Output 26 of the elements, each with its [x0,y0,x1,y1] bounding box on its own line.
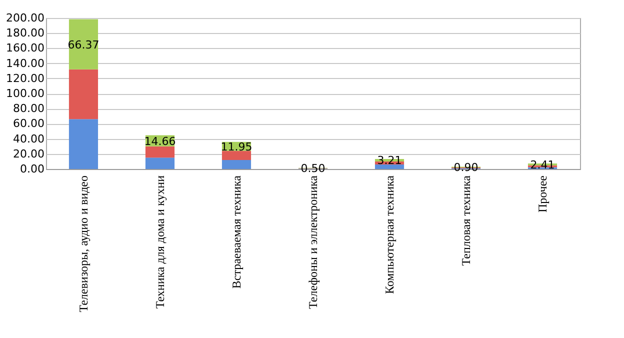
y-tick-label: 20.00 [13,147,44,160]
bar [222,160,252,169]
x-tick-label: Телевизоры, аудио и видео [76,176,90,312]
bar [68,69,98,120]
y-tick-label: 100.00 [6,87,44,100]
data-label: 0.50 [300,162,326,176]
bar [145,158,175,169]
bar [145,146,175,158]
bar [68,119,98,169]
y-tick-label: 140.00 [6,56,44,70]
x-tick-label: Компьютерная техника [382,174,397,294]
x-tick-label: Тепловая техника [459,174,474,266]
y-tick-label: 200.00 [6,12,44,24]
y-tick-label: 180.00 [6,26,44,40]
y-tick-label: 120.00 [6,72,44,85]
data-label: 14.66 [144,134,176,148]
y-tick-label: 60.00 [13,117,44,130]
y-tick-label: 160.00 [6,42,44,55]
y-tick-label: 0.00 [20,162,44,176]
y-tick-label: 40.00 [13,132,44,146]
x-tick-label: Телефоны и эллектроника [306,174,320,309]
x-tick-label: Техника для дома и кухни [152,174,167,309]
y-tick-label: 80.00 [13,102,44,116]
data-label: 2.41 [530,158,555,172]
x-tick-label: Прочее [536,176,550,213]
x-tick-label: Встраеваемая техника [229,174,244,289]
